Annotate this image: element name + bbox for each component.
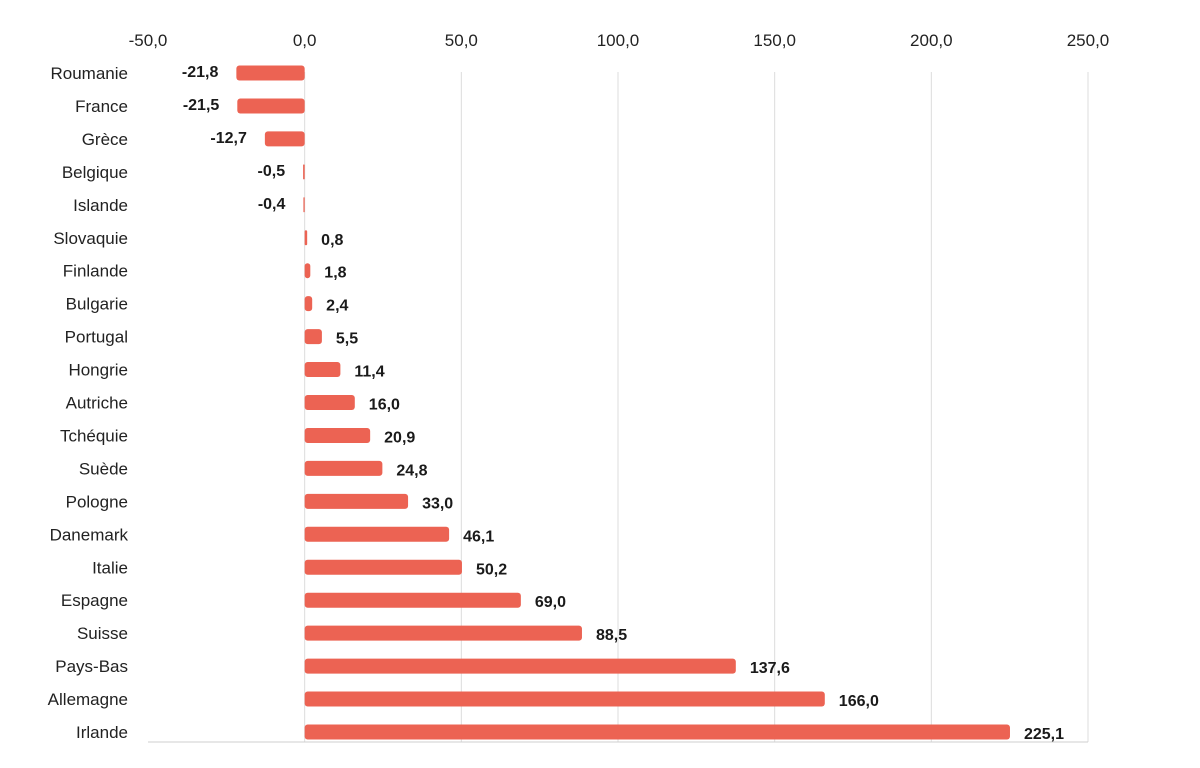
category-label: Portugal <box>65 328 128 347</box>
x-tick-label: 100,0 <box>597 31 640 50</box>
category-label: Danemark <box>50 525 129 544</box>
bar <box>304 625 582 641</box>
data-label: 0,8 <box>321 232 343 249</box>
category-label: Finlande <box>63 262 128 281</box>
data-label: -21,5 <box>183 97 220 114</box>
data-label: -0,4 <box>258 196 286 213</box>
x-tick-label: 0,0 <box>293 31 317 50</box>
data-label: 46,1 <box>463 528 494 545</box>
x-tick-label: -50,0 <box>129 31 168 50</box>
data-label: -0,5 <box>258 163 286 180</box>
bar <box>303 197 305 213</box>
bar <box>304 230 308 246</box>
x-tick-label: 50,0 <box>445 31 478 50</box>
category-label: Hongrie <box>68 361 128 380</box>
x-tick-label: 150,0 <box>753 31 796 50</box>
bar <box>304 263 311 279</box>
data-label: 11,4 <box>354 364 384 381</box>
category-label: Tchéquie <box>60 426 128 445</box>
category-label: Italie <box>92 558 128 577</box>
category-label: Suisse <box>77 624 128 643</box>
bar <box>264 131 305 147</box>
bar <box>304 460 383 476</box>
category-label: Allemagne <box>48 690 128 709</box>
category-label: Autriche <box>66 394 128 413</box>
category-label: Bulgarie <box>66 295 128 314</box>
data-labels: -21,8 -21,5 -12,7 -0,5 -0,4 0,8 1,8 2,4 5,5 11,4 1… <box>182 64 1064 743</box>
x-axis-ticks: -50,0 0,0 50,0 100,0 150,0 200,0 250,0 <box>129 31 1110 50</box>
bar <box>304 658 736 674</box>
bar <box>236 65 305 81</box>
bar <box>237 98 305 114</box>
category-label: France <box>75 97 128 116</box>
category-label: Islande <box>73 196 128 215</box>
bar <box>304 526 450 542</box>
bar <box>304 724 1010 740</box>
category-label: Slovaquie <box>53 229 128 248</box>
bar <box>304 691 825 707</box>
data-label: 137,6 <box>750 660 790 677</box>
bar <box>303 164 305 180</box>
category-label: Belgique <box>62 163 128 182</box>
data-label: 33,0 <box>422 495 453 512</box>
data-label: 20,9 <box>384 429 415 446</box>
bar <box>304 395 355 410</box>
category-label: Pays-Bas <box>55 657 128 676</box>
bar <box>304 427 371 443</box>
category-label: Irlande <box>76 723 128 742</box>
category-label: Suède <box>79 459 128 478</box>
data-label: 1,8 <box>324 265 346 282</box>
data-label: 166,0 <box>839 693 879 710</box>
data-label: 2,4 <box>326 298 348 315</box>
bar <box>304 329 322 345</box>
bar <box>304 559 462 575</box>
x-tick-label: 200,0 <box>910 31 953 50</box>
data-label: -12,7 <box>210 130 247 147</box>
data-label: 24,8 <box>396 462 427 479</box>
bar <box>304 296 313 312</box>
gridlines <box>148 72 1089 743</box>
category-label: Pologne <box>66 492 128 511</box>
data-label: 5,5 <box>336 331 358 348</box>
data-label: 88,5 <box>596 627 627 644</box>
x-tick-label: 250,0 <box>1067 31 1110 50</box>
category-labels: Roumanie France Grèce Belgique Islande Slovaq… <box>48 64 129 742</box>
data-label: -21,8 <box>182 64 219 81</box>
data-label: 225,1 <box>1024 726 1064 743</box>
data-label: 50,2 <box>476 561 507 578</box>
category-label: Grèce <box>82 130 128 149</box>
category-label: Roumanie <box>51 64 129 83</box>
bar <box>304 592 521 608</box>
data-label: 16,0 <box>369 397 400 414</box>
data-label: 69,0 <box>535 594 566 611</box>
category-label: Espagne <box>61 591 128 610</box>
bar <box>304 362 341 378</box>
bars <box>236 65 1010 740</box>
bar <box>304 493 409 509</box>
